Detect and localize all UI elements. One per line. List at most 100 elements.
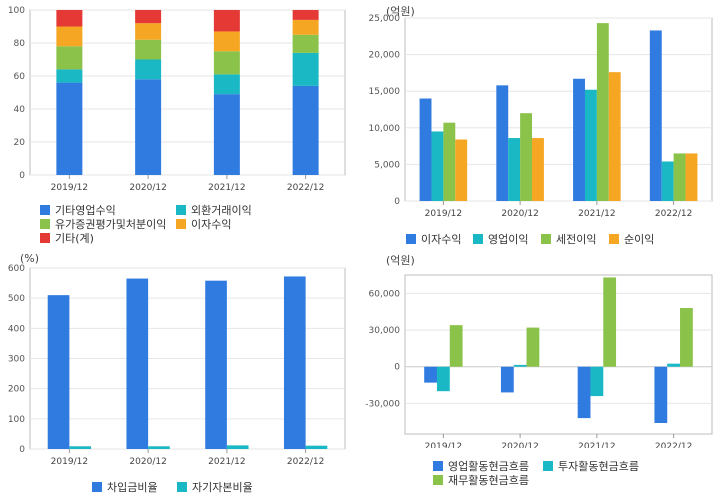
chart-ratios-plot: 0 100 200 300 400 500 600 2019/12 2020/12 2021/12… bbox=[8, 264, 346, 467]
legend-swatch bbox=[176, 205, 186, 215]
y-tick-label: 60,000 bbox=[369, 289, 401, 299]
bar bbox=[584, 89, 597, 201]
bar bbox=[590, 366, 604, 397]
legend-item: 유가증권평가및처분이익 bbox=[40, 216, 166, 232]
legend-item: 순이익 bbox=[609, 231, 654, 247]
bar bbox=[673, 153, 686, 201]
y-tick-label: 5,000 bbox=[374, 160, 400, 170]
bar bbox=[135, 23, 162, 40]
chart-ratios: (%) 0 100 200 300 400 500 600 2019/12 2020/12 202… bbox=[0, 248, 360, 496]
bar bbox=[419, 98, 432, 201]
y-tick-label: 400 bbox=[8, 324, 25, 334]
bar bbox=[292, 10, 319, 20]
chart-income: (억원) 0 5,000 10,000 15,000 20,000 25,000 2019/… bbox=[360, 0, 720, 248]
legend-swatch bbox=[92, 482, 102, 492]
bar bbox=[443, 122, 456, 201]
legend-swatch bbox=[40, 205, 50, 215]
chart-cashflow-plot: -30,000 0 30,000 60,000 2019/12 2020/12 2021/1… bbox=[365, 274, 713, 448]
x-tick-label: 2020/12 bbox=[129, 183, 166, 193]
bar bbox=[283, 276, 306, 449]
y-tick-label: 500 bbox=[8, 294, 25, 304]
bar bbox=[135, 79, 162, 175]
legend-swatch bbox=[433, 475, 443, 485]
legend-label: 유가증권평가및처분이익 bbox=[55, 218, 167, 231]
bar bbox=[292, 19, 319, 35]
y-tick-label: 20,000 bbox=[369, 51, 401, 61]
chart-revenue-composition: 0 20 40 60 80 100 2019/12 2020/12 2021/12 2022/12… bbox=[0, 0, 360, 248]
chart-revenue-composition-legend: 기타영업수익 외환거래이익 유가증권평가및처분이익 이자수익 기타(계) bbox=[0, 200, 360, 248]
chart-cashflow: (억원) -30,000 0 30,000 60,000 2019/12 2020/12 2… bbox=[360, 248, 720, 496]
bar bbox=[654, 366, 668, 423]
legend-label: 기타(계) bbox=[55, 232, 94, 245]
legend-label: 세전이익 bbox=[556, 233, 597, 246]
bar bbox=[455, 139, 468, 201]
y-tick-label: 0 bbox=[394, 197, 400, 207]
legend-item: 세전이익 bbox=[541, 231, 596, 247]
bar bbox=[213, 94, 240, 175]
legend-label: 이자수익 bbox=[191, 218, 232, 231]
x-tick-label: 2022/12 bbox=[287, 183, 324, 193]
legend-item: 영업이익 bbox=[473, 231, 528, 247]
y-tick-label: 80 bbox=[14, 39, 26, 49]
y-tick-label: 600 bbox=[8, 264, 25, 274]
y-tick-label: 0 bbox=[19, 171, 25, 181]
bar bbox=[292, 52, 319, 86]
bar bbox=[148, 446, 170, 449]
bar bbox=[213, 51, 240, 75]
bar bbox=[573, 78, 585, 201]
y-tick-label: 100 bbox=[8, 415, 25, 425]
bar bbox=[508, 138, 521, 201]
x-tick-label: 2021/12 bbox=[208, 457, 245, 467]
x-tick-label: 2020/12 bbox=[129, 457, 166, 467]
legend-swatch bbox=[177, 482, 187, 492]
bar bbox=[577, 366, 591, 419]
bar bbox=[520, 113, 533, 201]
y-tick-label: 30,000 bbox=[369, 326, 401, 336]
y-tick-label: 0 bbox=[19, 445, 25, 455]
bar bbox=[56, 26, 83, 47]
x-tick-label: 2019/12 bbox=[51, 183, 88, 193]
bar bbox=[496, 85, 509, 201]
legend-swatch bbox=[176, 219, 186, 229]
y-tick-label: 200 bbox=[8, 385, 25, 395]
y-tick-label: 15,000 bbox=[369, 87, 401, 97]
legend-label: 영업이익 bbox=[488, 233, 529, 246]
legend-item: 기타(계) bbox=[40, 230, 94, 246]
x-tick-label: 2020/12 bbox=[501, 209, 538, 219]
bar bbox=[292, 85, 319, 175]
bar bbox=[213, 74, 240, 95]
bar bbox=[603, 277, 617, 367]
bar bbox=[513, 364, 527, 367]
bar bbox=[205, 280, 227, 449]
legend-item: 투자활동현금흐름 bbox=[543, 458, 639, 474]
bar bbox=[526, 327, 540, 367]
y-tick-label: 60 bbox=[14, 72, 26, 82]
chart-income-legend: 이자수익 영업이익 세전이익 순이익 bbox=[360, 225, 720, 247]
legend-item: 이자수익 bbox=[176, 216, 231, 232]
bar bbox=[608, 72, 621, 201]
x-tick-label: 2022/12 bbox=[655, 442, 692, 448]
legend-swatch bbox=[40, 233, 50, 243]
legend-label: 순이익 bbox=[624, 233, 655, 246]
bar bbox=[500, 366, 514, 393]
x-tick-label: 2019/12 bbox=[425, 209, 462, 219]
x-tick-label: 2019/12 bbox=[425, 442, 462, 448]
bar bbox=[56, 82, 83, 175]
chart-ratios-legend: 차입금비율 자기자본비율 bbox=[0, 473, 360, 495]
bar bbox=[436, 366, 450, 392]
legend-label: 외환거래이익 bbox=[191, 204, 252, 217]
y-tick-label: -30,000 bbox=[365, 399, 400, 409]
legend-item: 외환거래이익 bbox=[176, 202, 252, 218]
bar bbox=[47, 295, 70, 449]
x-tick-label: 2021/12 bbox=[208, 183, 245, 193]
chart-cashflow-unit: (억원) bbox=[386, 254, 415, 267]
x-tick-label: 2022/12 bbox=[287, 457, 324, 467]
legend-item: 재무활동현금흐름 bbox=[433, 472, 529, 488]
bar bbox=[596, 23, 609, 202]
y-tick-label: 0 bbox=[394, 363, 400, 373]
legend-item: 차입금비율 bbox=[92, 479, 158, 495]
bar bbox=[226, 445, 249, 449]
legend-label: 재무활동현금흐름 bbox=[448, 474, 529, 487]
chart-income-unit: (억원) bbox=[386, 5, 415, 18]
bar bbox=[305, 445, 328, 449]
